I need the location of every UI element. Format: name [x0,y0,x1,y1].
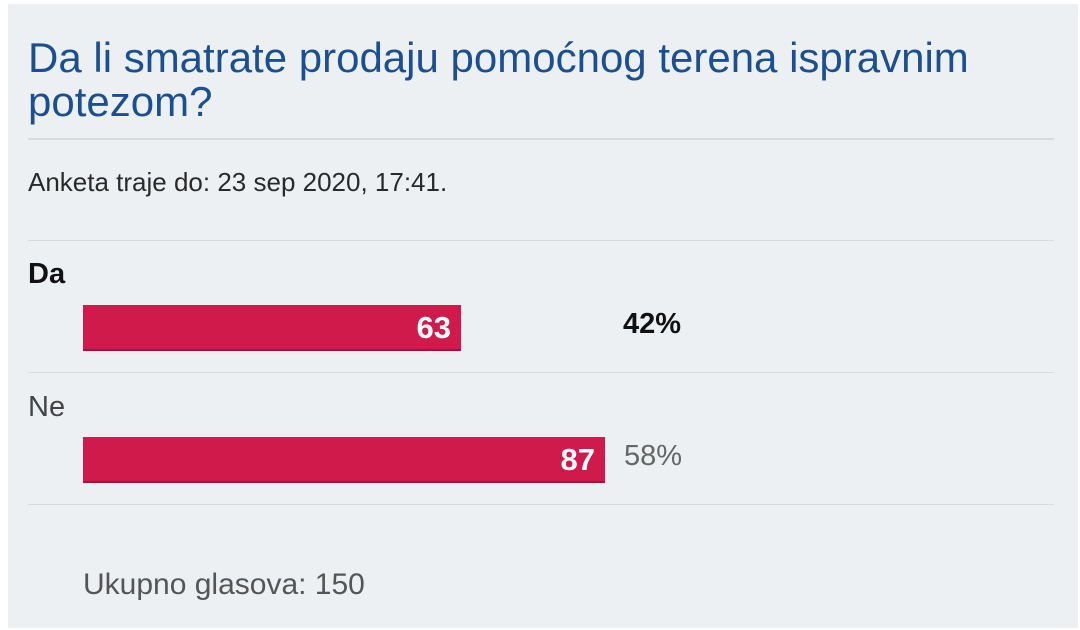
option-votes-da: 63 [416,310,451,345]
option-votes-ne: 87 [560,442,595,477]
options-bottom-divider [28,504,1054,505]
option-bar-ne: 87 [83,437,783,483]
options-top-divider [28,240,1054,241]
option-percent-da: 42% [623,308,682,340]
option-bar-fill-da: 63 [83,305,461,351]
poll-deadline: Anketa traje do: 23 sep 2020, 17:41. [28,167,448,197]
option-divider [28,372,1054,373]
option-label-ne[interactable]: Ne [28,391,66,423]
option-bar-da: 63 [83,305,783,351]
title-divider [28,138,1054,140]
option-bar-fill-ne: 87 [83,437,605,483]
option-label-da[interactable]: Da [28,258,66,290]
option-percent-ne: 58% [624,440,683,472]
poll-widget: Da li smatrate prodaju pomoćnog terena i… [8,4,1078,628]
poll-question: Da li smatrate prodaju pomoćnog terena i… [28,34,969,125]
poll-total-votes: Ukupno glasova: 150 [83,568,365,601]
